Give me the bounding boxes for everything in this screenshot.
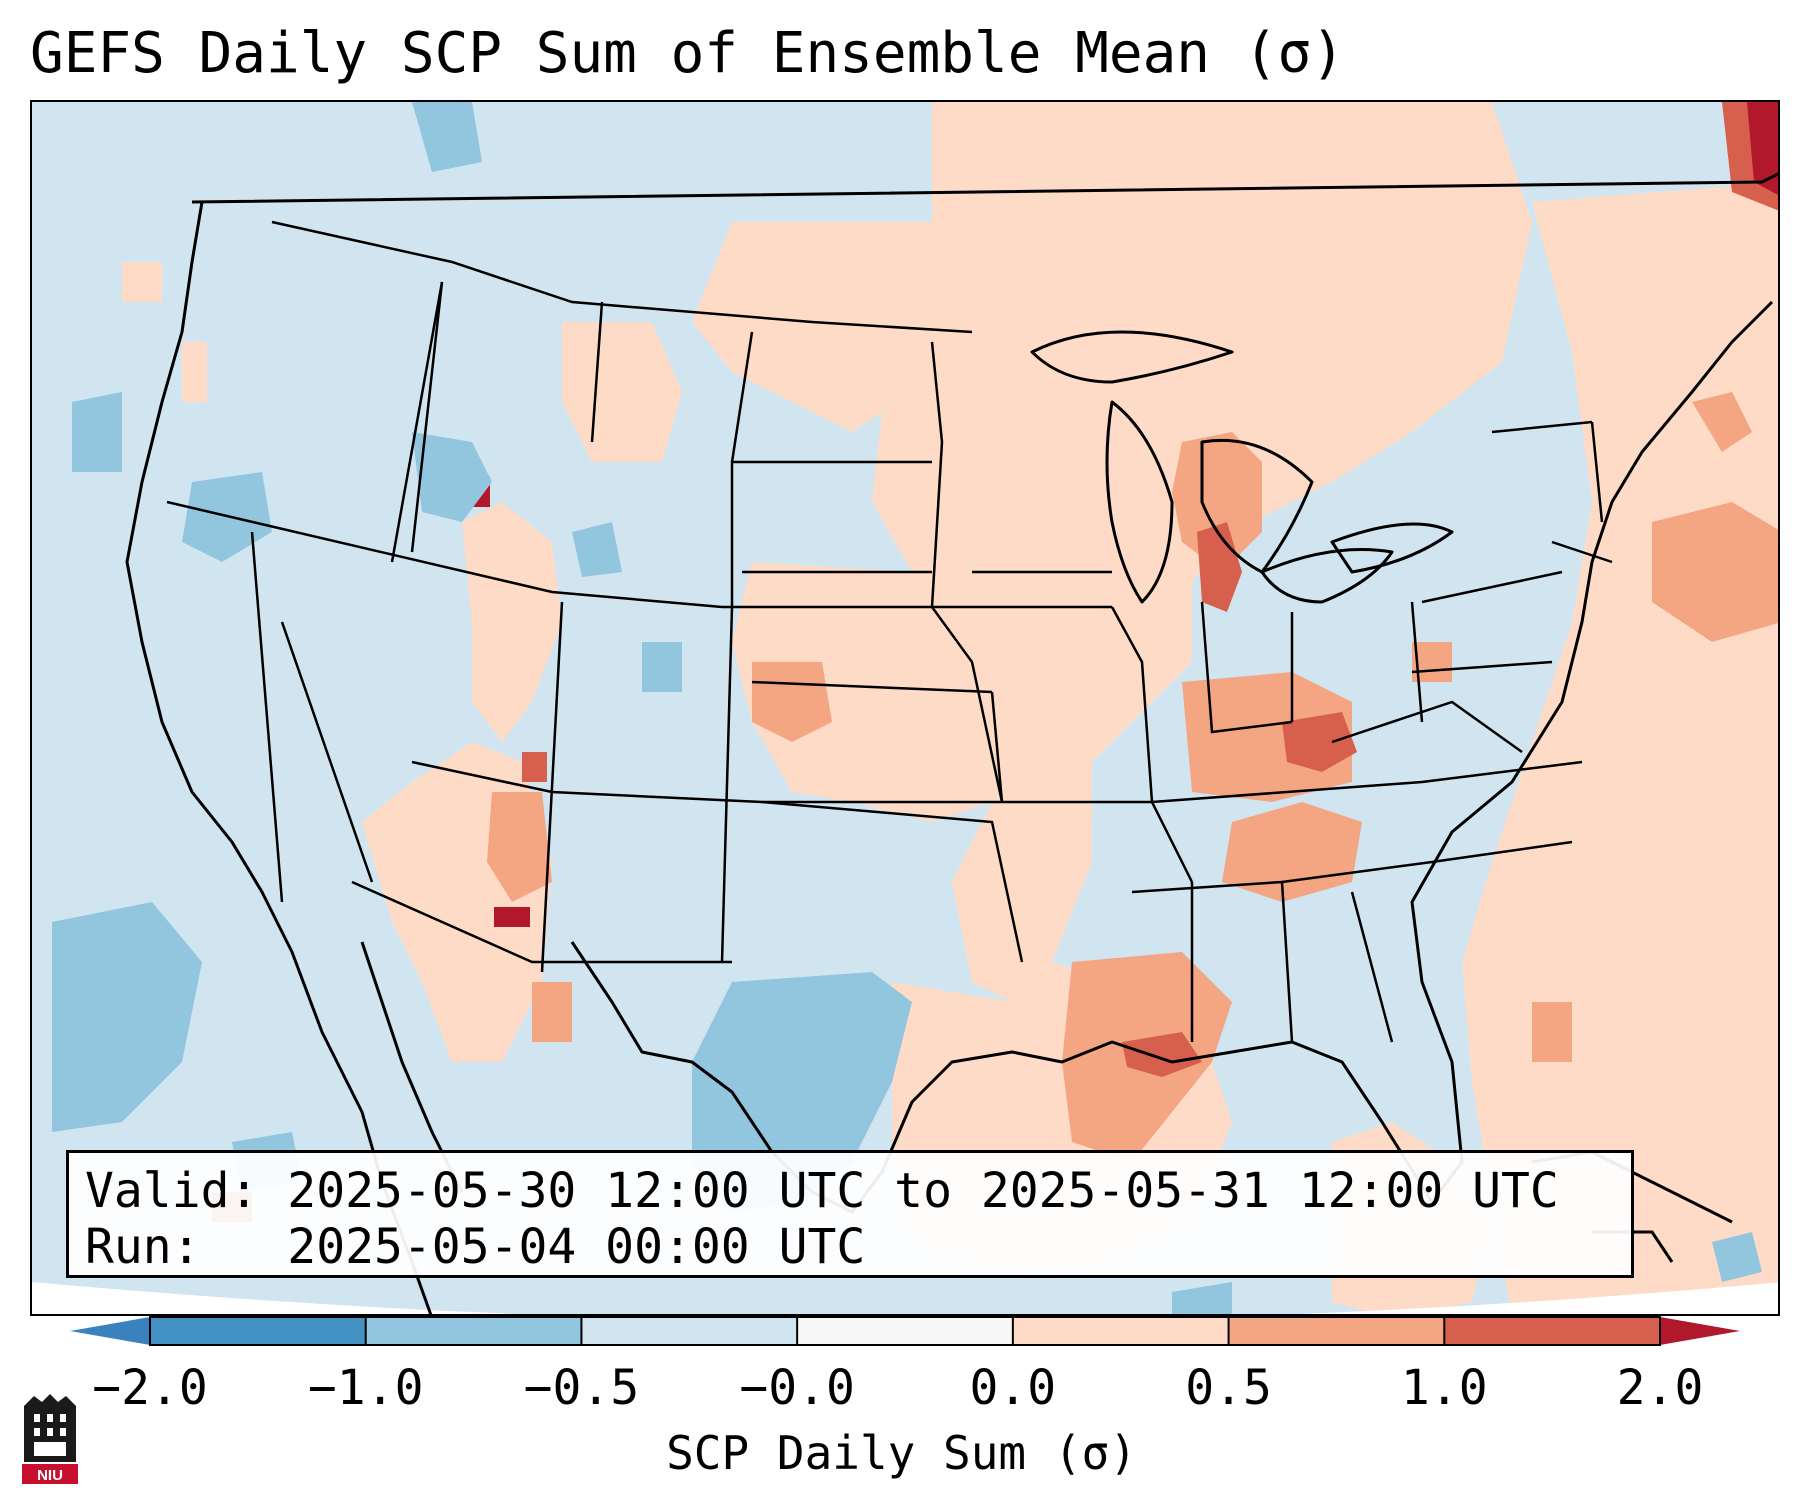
colorbar-bin xyxy=(1444,1317,1661,1345)
colorbar-bin xyxy=(365,1317,582,1345)
colorbar-tick-label: −0.5 xyxy=(523,1360,640,1416)
colorbar-bin xyxy=(797,1317,1014,1345)
colorbar-bins xyxy=(150,1317,1661,1345)
map-canvas xyxy=(32,102,1778,1314)
colorbar-label: SCP Daily Sum (σ) xyxy=(666,1426,1137,1480)
colorbar-bin xyxy=(581,1317,798,1345)
colorbar-tick-label: 0.0 xyxy=(969,1360,1057,1416)
valid-value: 2025-05-30 12:00 UTC to 2025-05-31 12:00… xyxy=(287,1163,1559,1219)
logo-text: NIU xyxy=(37,1467,63,1484)
colorbar xyxy=(70,1316,1740,1346)
colorbar-tick-label: 1.0 xyxy=(1400,1360,1488,1416)
map-panel xyxy=(30,100,1780,1316)
colorbar-bin xyxy=(1012,1317,1230,1345)
colorbar-tick-label: 2.0 xyxy=(1616,1360,1704,1416)
run-label: Run: xyxy=(85,1219,201,1275)
chart-title: GEFS Daily SCP Sum of Ensemble Mean (σ) xyxy=(30,21,1345,86)
colorbar-tick-label: −0.0 xyxy=(739,1360,855,1416)
valid-label: Valid: xyxy=(85,1163,259,1219)
field-positive-medium xyxy=(487,392,1778,1162)
state-borders xyxy=(166,220,1613,1043)
colorbar-under-arrow xyxy=(70,1317,150,1345)
colorbar-tick-label: −2.0 xyxy=(92,1360,208,1416)
colorbar-tick-label: −1.0 xyxy=(307,1360,424,1416)
valid-time-box: Valid: 2025-05-30 12:00 UTC to 2025-05-3… xyxy=(66,1150,1634,1278)
colorbar-over-arrow xyxy=(1660,1317,1740,1345)
colorbar-bin xyxy=(1228,1317,1445,1345)
colorbar-outline xyxy=(149,1316,1661,1346)
projection-edge xyxy=(32,1282,1778,1314)
colorbar-tick-label: 0.5 xyxy=(1185,1360,1272,1416)
niu-logo: NIU xyxy=(22,1394,78,1484)
run-value: 2025-05-04 00:00 UTC xyxy=(287,1219,866,1275)
colorbar-bin xyxy=(150,1317,367,1345)
